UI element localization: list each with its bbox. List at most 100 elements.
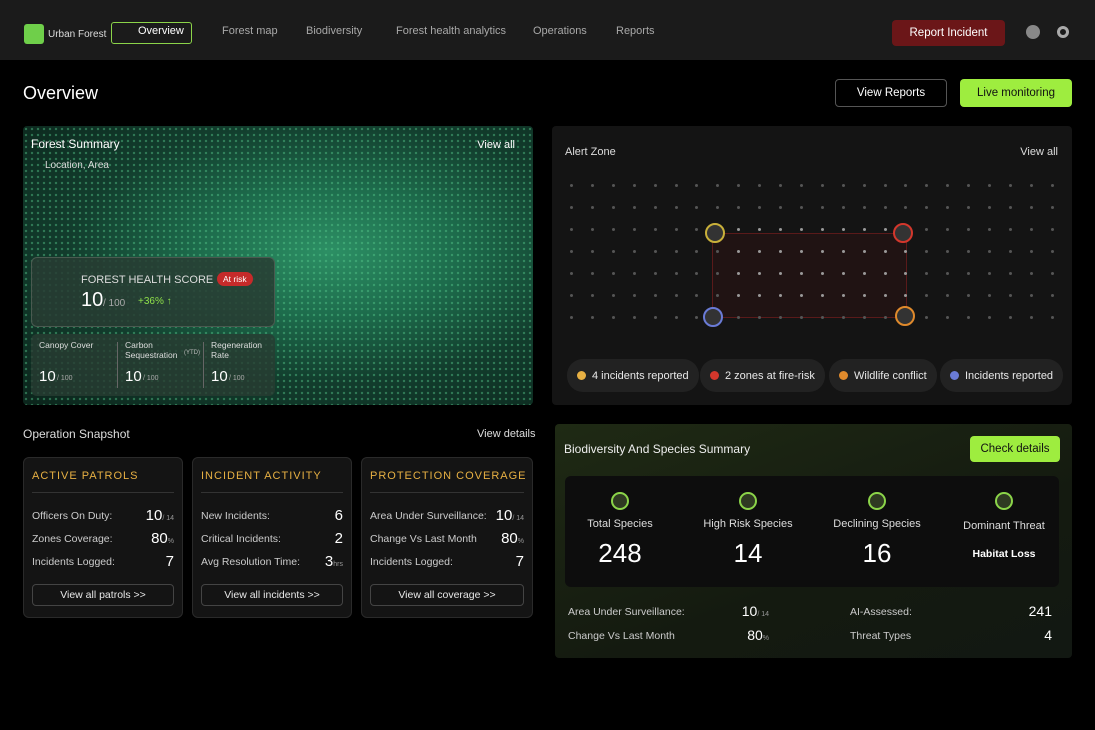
nav-item[interactable]: Forest health analytics [396, 25, 507, 37]
card-button[interactable]: View all incidents >> [201, 584, 343, 606]
view-all[interactable]: View all [1020, 146, 1058, 158]
unit: hrs [333, 561, 343, 568]
value: 7 [515, 553, 524, 570]
grid-dot [1050, 206, 1054, 209]
stat-label: Total Species [587, 518, 653, 530]
row-label: Zones Coverage: [32, 533, 113, 545]
card-button[interactable]: View all coverage >> [370, 584, 524, 606]
grid-dot [758, 294, 762, 297]
legend-pill[interactable]: 4 incidents reported [567, 359, 699, 392]
nav-item[interactable]: Reports [616, 25, 655, 37]
button-label: Live monitoring [977, 87, 1055, 99]
grid-dot [570, 250, 573, 253]
grid-dot [653, 228, 657, 231]
grid-dot [967, 272, 971, 275]
grid-dot [611, 228, 615, 231]
row-value: 10/ 14 [496, 507, 524, 524]
check-details-button[interactable]: Check details [970, 436, 1060, 462]
grid-dot [967, 294, 971, 297]
row-value: 3hrs [325, 553, 343, 570]
legend-label: 2 zones at fire-risk [725, 369, 815, 382]
legend-icon [839, 371, 848, 380]
profile-icon[interactable] [1026, 25, 1040, 39]
legend-icon [950, 371, 959, 380]
button-label: Check details [980, 443, 1050, 455]
grid-dot [967, 316, 971, 319]
grid-dot [674, 206, 678, 209]
grid-dot [841, 294, 845, 297]
grid-dot [1050, 184, 1054, 187]
metrics: Canopy Cover 10/ 100 Carbon Sequestration(… [31, 334, 275, 396]
grid-dot [695, 206, 699, 209]
grid-dot [904, 206, 908, 209]
legend-pill[interactable]: 2 zones at fire-risk [700, 359, 825, 392]
unit: / 14 [162, 515, 174, 522]
grid-dot [632, 316, 636, 319]
grid-dot [862, 272, 866, 275]
row-label: Avg Resolution Time: [201, 556, 301, 568]
grid-dot [1008, 250, 1012, 253]
grid-dot [841, 272, 845, 275]
row-value: 7 [516, 553, 524, 570]
unit: / 14 [512, 515, 524, 522]
divider [117, 342, 118, 388]
legend-pill[interactable]: Wildlife conflict [829, 359, 937, 392]
grid-dot [611, 184, 615, 187]
grid-dot [988, 272, 991, 275]
row-value: 80% [151, 530, 174, 547]
grid-dot [1029, 316, 1033, 319]
grid-dot [820, 250, 824, 253]
grid-dot [862, 316, 866, 319]
grid-dot [925, 316, 929, 319]
value: 80 [747, 627, 763, 643]
legend-icon [577, 371, 586, 380]
nav-item[interactable]: Forest map [222, 25, 278, 37]
row-label: Threat Types [850, 630, 912, 642]
grid-dot [632, 206, 636, 209]
nav-item[interactable]: Overview [138, 25, 184, 37]
live-monitoring-button[interactable]: Live monitoring [960, 79, 1072, 107]
grid-dot [1008, 272, 1012, 275]
grid-dot [570, 206, 573, 209]
metric-label: Carbon Sequestration [125, 340, 178, 360]
nav-item[interactable]: Biodiversity [306, 25, 363, 37]
value: 7 [165, 553, 174, 570]
location: Location, Area [45, 160, 109, 171]
value: 4 [1044, 627, 1052, 643]
grid-dot [967, 184, 971, 187]
grid-dot [653, 206, 657, 209]
grid-dot [862, 294, 866, 297]
navbar: Urban Forest Overview Forest map Biodive… [0, 0, 1095, 60]
grid-dot [862, 206, 866, 209]
grid-dot [988, 228, 991, 231]
unit: % [517, 538, 524, 545]
grid-dot [779, 184, 782, 187]
stat-icon [868, 492, 886, 510]
settings-icon[interactable] [1057, 26, 1069, 38]
card-button[interactable]: View all patrols >> [32, 584, 174, 606]
alert-marker [703, 307, 723, 327]
value: 3 [324, 553, 334, 570]
health-score: 10 [81, 289, 104, 311]
nav-item[interactable]: Operations [533, 25, 587, 37]
divider [203, 342, 204, 388]
grid-dot [925, 184, 929, 187]
stat-value: 248 [598, 538, 642, 568]
view-details[interactable]: View details [477, 428, 536, 440]
grid-dot [820, 272, 824, 275]
view-reports-button[interactable]: View Reports [835, 79, 947, 107]
grid-dot [988, 250, 991, 253]
report-button[interactable]: Report Incident [892, 20, 1005, 46]
stat-value: 14 [733, 538, 763, 568]
legend-pill[interactable]: Incidents reported [940, 359, 1064, 392]
metric-suffix: (YTD) [184, 350, 200, 356]
grid-dot [695, 184, 699, 187]
value: 80 [151, 530, 168, 547]
grid-dot [590, 184, 594, 187]
grid-dot [841, 184, 845, 187]
grid-dot [716, 250, 720, 253]
view-all[interactable]: View all [477, 139, 515, 151]
grid-dot [841, 250, 845, 253]
row-label: Officers On Duty: [32, 510, 113, 522]
